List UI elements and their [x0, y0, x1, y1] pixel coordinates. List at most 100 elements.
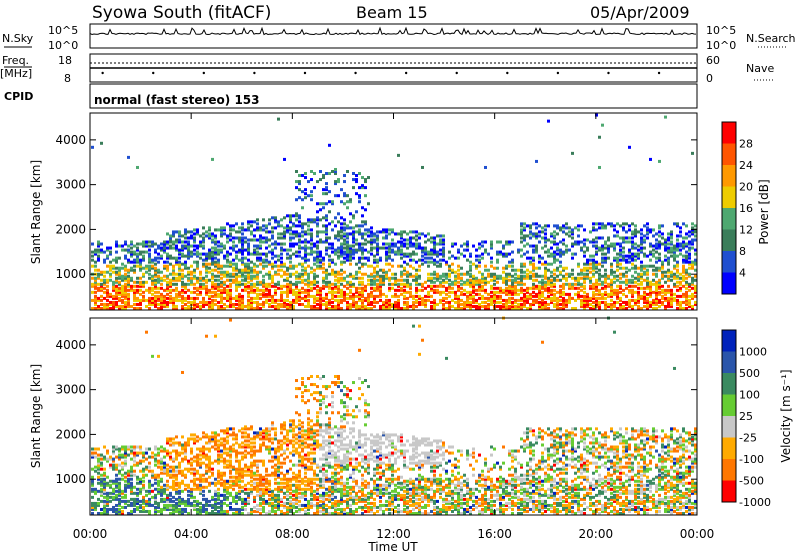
- echo-cell: [373, 238, 376, 241]
- echo-cell: [418, 301, 421, 304]
- echo-cell: [652, 283, 655, 286]
- echo-cell: [361, 281, 364, 284]
- echo-cell: [649, 228, 652, 231]
- echo-cell: [439, 291, 442, 294]
- echo-cell: [538, 234, 541, 237]
- echo-cell: [346, 170, 349, 173]
- echo-cell: [598, 236, 601, 239]
- echo-cell: [148, 245, 151, 248]
- echo-cell: [370, 279, 373, 282]
- echo-cell: [583, 291, 586, 294]
- echo-cell: [196, 470, 199, 473]
- echo-cell: [136, 488, 139, 491]
- echo-cell: [415, 230, 418, 233]
- plot-title: Syowa South (fitACF): [92, 3, 271, 23]
- echo-cell: [196, 287, 199, 290]
- echo-cell: [469, 301, 472, 304]
- echo-cell: [265, 247, 268, 250]
- echo-cell: [178, 508, 181, 511]
- echo-cell: [130, 247, 133, 250]
- echo-cell: [661, 285, 664, 288]
- echo-cell: [124, 301, 127, 304]
- echo-cell: [355, 277, 358, 280]
- echo-cell: [409, 305, 412, 308]
- echo-cell: [214, 269, 217, 272]
- echo-cell: [529, 303, 532, 306]
- echo-cell: [568, 283, 571, 286]
- echo-cell: [568, 234, 571, 237]
- echo-cell: [526, 234, 529, 237]
- echo-cell: [127, 269, 130, 272]
- echo-cell: [391, 228, 394, 231]
- echo-cell: [244, 305, 247, 308]
- echo-cell: [211, 299, 214, 302]
- echo-cell: [673, 222, 676, 225]
- echo-cell: [304, 289, 307, 292]
- echo-cell: [109, 500, 112, 503]
- freq-unit-label: [MHz]: [0, 67, 32, 80]
- echo-cell: [457, 295, 460, 298]
- echo-cell: [127, 500, 130, 503]
- echo-cell: [403, 238, 406, 241]
- echo-cell: [460, 253, 463, 256]
- nsearch-tick-bottom: 10^0: [706, 39, 736, 52]
- echo-cell: [199, 305, 202, 308]
- echo-cell: [325, 253, 328, 256]
- echo-cell: [298, 238, 301, 241]
- echo-cell: [148, 241, 151, 244]
- echo-cell: [592, 226, 595, 229]
- echo-cell: [253, 297, 256, 300]
- echo-cell: [91, 251, 94, 254]
- echo-cell: [97, 273, 100, 276]
- echo-cell: [202, 236, 205, 239]
- echo-cell: [655, 243, 658, 246]
- echo-cell: [628, 241, 631, 244]
- echo-cell: [604, 253, 607, 256]
- echo-cell: [202, 277, 205, 280]
- echo-cell: [358, 224, 361, 227]
- echo-cell: [490, 265, 493, 268]
- echo-cell: [193, 253, 196, 256]
- echo-cell: [319, 259, 322, 262]
- echo-cell: [565, 299, 568, 302]
- echo-cell: [685, 255, 688, 258]
- echo-cell: [136, 289, 139, 292]
- echo-cell: [97, 454, 100, 457]
- echo-cell: [511, 269, 514, 272]
- echo-cell: [535, 245, 538, 248]
- echo-cell: [550, 271, 553, 274]
- echo-cell: [142, 480, 145, 483]
- echo-cell: [520, 222, 523, 225]
- echo-cell: [490, 291, 493, 294]
- echo-cell: [301, 247, 304, 250]
- freq-dot: [557, 72, 559, 74]
- echo-cell: [172, 277, 175, 280]
- echo-cell: [688, 299, 691, 302]
- echo-cell: [658, 291, 661, 294]
- echo-cell: [562, 251, 565, 254]
- echo-cell: [622, 226, 625, 229]
- echo-cell: [529, 287, 532, 290]
- echo-cell: [547, 303, 550, 306]
- echo-cell: [469, 273, 472, 276]
- echo-cell: [109, 293, 112, 296]
- echo-cell: [229, 232, 232, 235]
- echo-cell: [481, 245, 484, 248]
- echo-cell: [142, 281, 145, 284]
- echo-cell: [256, 265, 259, 268]
- echo-cell: [172, 283, 175, 286]
- echo-cell: [214, 283, 217, 286]
- echo-cell: [133, 251, 136, 254]
- echo-cell: [628, 236, 631, 239]
- echo-cell: [127, 470, 130, 473]
- echo-cell: [418, 275, 421, 278]
- echo-cell: [586, 267, 589, 270]
- echo-cell: [478, 255, 481, 258]
- echo-cell: [289, 273, 292, 276]
- echo-cell: [649, 281, 652, 284]
- echo-cell: [517, 281, 520, 284]
- echo-cell: [463, 293, 466, 296]
- echo-cell: [550, 253, 553, 256]
- echo-cell: [553, 224, 556, 227]
- colorbar-tick-label: 4: [739, 267, 746, 280]
